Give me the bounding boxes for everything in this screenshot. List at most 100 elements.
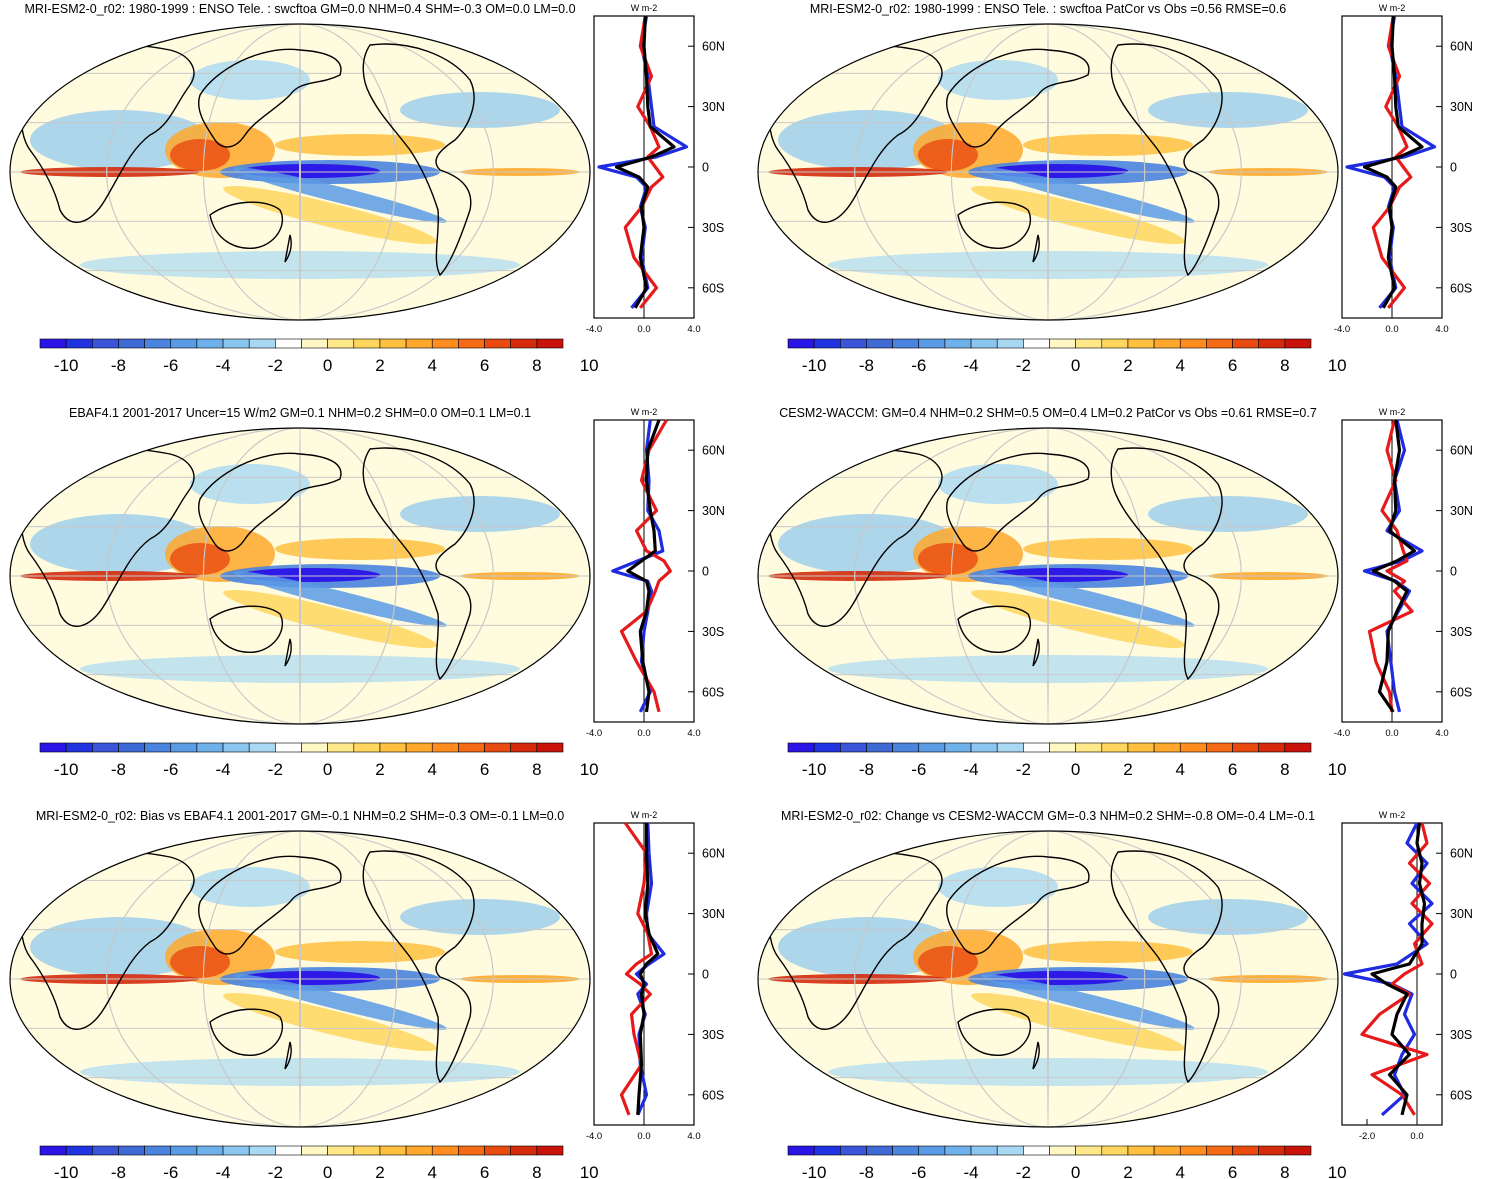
- colorbar-label: -6: [911, 760, 926, 779]
- anomaly-patch: [30, 917, 210, 977]
- colorbar-label: -10: [54, 356, 79, 375]
- colorbar-segment: [840, 338, 867, 349]
- x-tick-label: 4.0: [687, 728, 700, 739]
- colorbar-segment: [1023, 742, 1050, 753]
- lat-tick-label: 0: [1450, 161, 1457, 175]
- colorbar-label: -2: [1016, 760, 1031, 779]
- panel-title: MRI-ESM2-0_r02: Change vs CESM2-WACCM GM…: [781, 809, 1315, 823]
- colorbar-segment: [787, 338, 815, 349]
- colorbar-segment: [431, 1145, 459, 1156]
- colorbar-label: 4: [1176, 356, 1185, 375]
- panel-title: CESM2-WACCM: GM=0.4 NHM=0.2 SHM=0.5 OM=0…: [779, 406, 1317, 420]
- colorbar-label: 8: [532, 356, 541, 375]
- colorbar-label: -8: [111, 356, 126, 375]
- lat-tick-label: 60N: [1450, 847, 1473, 861]
- units-label: W m-2: [1379, 3, 1406, 13]
- colorbar-segment: [144, 1145, 172, 1156]
- colorbar-label: 0: [1071, 356, 1080, 375]
- continent-outline: [284, 234, 292, 263]
- colorbar-segment: [1179, 338, 1207, 349]
- anomaly-patch: [938, 867, 1058, 907]
- colorbar-segment: [510, 338, 538, 349]
- graticule-meridian: [106, 831, 494, 1127]
- lat-tick-label: 60S: [702, 1088, 724, 1102]
- anomaly-patch: [971, 589, 1185, 649]
- colorbar-segment: [301, 338, 328, 349]
- lat-tick-label: 60N: [1450, 444, 1473, 458]
- colorbar-segment: [840, 1145, 867, 1156]
- continents: [20, 43, 475, 277]
- x-tick-label: -2.0: [1359, 1131, 1375, 1142]
- colorbar-label: -10: [54, 1163, 79, 1179]
- colorbar-segment: [1153, 1145, 1181, 1156]
- colorbar-segment: [1075, 1145, 1103, 1156]
- panel: MRI-ESM2-0_r02: 1980-1999 : ENSO Tele. :…: [9, 2, 725, 375]
- colorbar-label: 4: [1176, 1163, 1185, 1179]
- zonal-mean-panel: W m-2 60N 30N 0 30S 60S -4.0 0.0 4.0: [586, 810, 725, 1142]
- continent-outline: [1032, 1041, 1040, 1070]
- colorbar-segment: [301, 742, 328, 753]
- colorbar-label: 0: [323, 356, 332, 375]
- graticule-meridian: [854, 24, 1242, 320]
- anomaly-patch: [778, 514, 958, 574]
- continent-outline: [946, 452, 1090, 552]
- colorbar-label: 6: [480, 1163, 489, 1179]
- colorbar-label: -6: [911, 356, 926, 375]
- colorbar-label: 10: [1328, 1163, 1347, 1179]
- anomaly-patch: [778, 110, 958, 170]
- colorbar-label: -2: [268, 1163, 283, 1179]
- continent-outline: [20, 448, 195, 627]
- colorbar-segment: [970, 338, 998, 349]
- colorbar-segment: [1206, 1145, 1233, 1156]
- x-tick-label: -4.0: [1334, 728, 1350, 739]
- anomaly-patch: [1148, 496, 1308, 532]
- colorbar-segment: [787, 1145, 815, 1156]
- colorbar-segment: [222, 338, 250, 349]
- colorbar-segment: [1153, 742, 1181, 753]
- zonal-mean-panel: W m-2 60N 30N 0 30S 60S -4.0 0.0 4.0: [1334, 407, 1473, 739]
- lat-tick-label: 30S: [1450, 625, 1472, 639]
- graticule-meridian: [854, 831, 1242, 1127]
- units-label: W m-2: [631, 810, 658, 820]
- colorbar-segment: [92, 338, 119, 349]
- map: [9, 830, 591, 1128]
- map-border: [757, 427, 1339, 725]
- colorbar-segment: [92, 742, 119, 753]
- colorbar-label: 6: [1228, 760, 1237, 779]
- colorbar-segment: [353, 1145, 381, 1156]
- colorbar-segment: [301, 1145, 328, 1156]
- colorbar-label: -4: [215, 1163, 230, 1179]
- colorbar-segment: [65, 742, 93, 753]
- colorbar-segment: [248, 1145, 276, 1156]
- graticule-meridian: [1047, 831, 1049, 1127]
- graticule-meridian: [854, 428, 1242, 724]
- anomaly-patch: [170, 139, 230, 171]
- graticule-meridian: [202, 428, 398, 724]
- colorbar-segment: [787, 742, 815, 753]
- colorbar-segment: [813, 338, 841, 349]
- anomaly-patch: [971, 992, 1185, 1052]
- continent-outline: [198, 452, 342, 552]
- colorbar-label: -6: [163, 356, 178, 375]
- x-tick-label: 4.0: [1435, 324, 1448, 335]
- colorbar-label: 2: [375, 1163, 384, 1179]
- colorbar-segment: [1179, 742, 1207, 753]
- colorbar-segment: [1023, 1145, 1050, 1156]
- anomaly-patch: [170, 543, 230, 575]
- colorbar-segment: [1075, 338, 1103, 349]
- continent-outline: [284, 1041, 292, 1070]
- map-border: [9, 427, 591, 725]
- continent-outline: [946, 48, 1090, 148]
- colorbar: -10 -8 -6 -4 -2 0 2 4 6 8 10: [39, 338, 599, 375]
- colorbar-label: 2: [375, 356, 384, 375]
- colorbar: -10 -8 -6 -4 -2 0 2 4 6 8 10: [39, 742, 599, 779]
- lat-tick-label: 60N: [702, 40, 725, 54]
- anomaly-patch: [918, 139, 978, 171]
- anomaly-patch: [190, 867, 310, 907]
- colorbar-label: 6: [480, 760, 489, 779]
- colorbar-label: -6: [163, 1163, 178, 1179]
- colorbar-segment: [1127, 338, 1155, 349]
- colorbar-segment: [866, 1145, 893, 1156]
- x-tick-label: -4.0: [586, 1131, 602, 1142]
- x-tick-label: 0.0: [1385, 324, 1398, 335]
